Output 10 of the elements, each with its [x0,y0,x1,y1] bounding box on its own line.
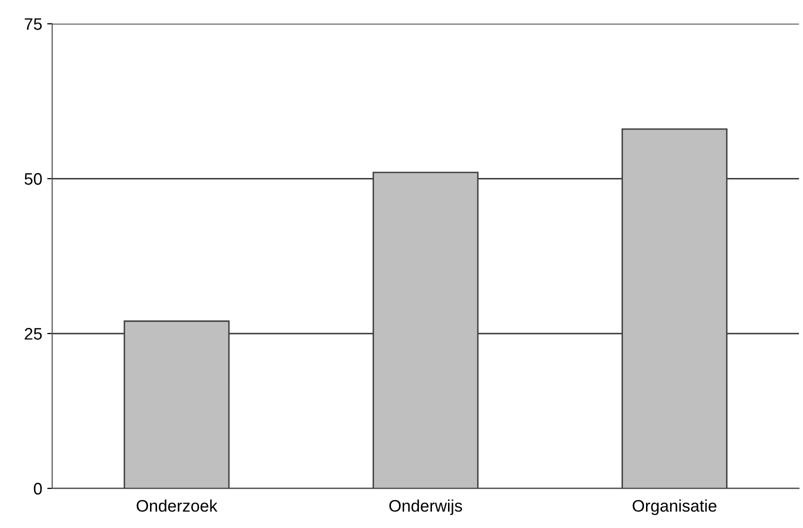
y-tick-label: 75 [24,18,42,30]
x-tick-label: Organisatie [632,500,716,516]
y-tick-label: 0 [34,482,42,495]
bar [372,172,479,488]
y-tick-label: 25 [24,328,42,340]
bar [124,320,230,488]
bar [622,128,728,488]
x-tick-label: Onderwijs [389,500,462,516]
y-tick-label: 50 [24,173,42,185]
x-tick-label: Onderzoek [136,500,218,512]
